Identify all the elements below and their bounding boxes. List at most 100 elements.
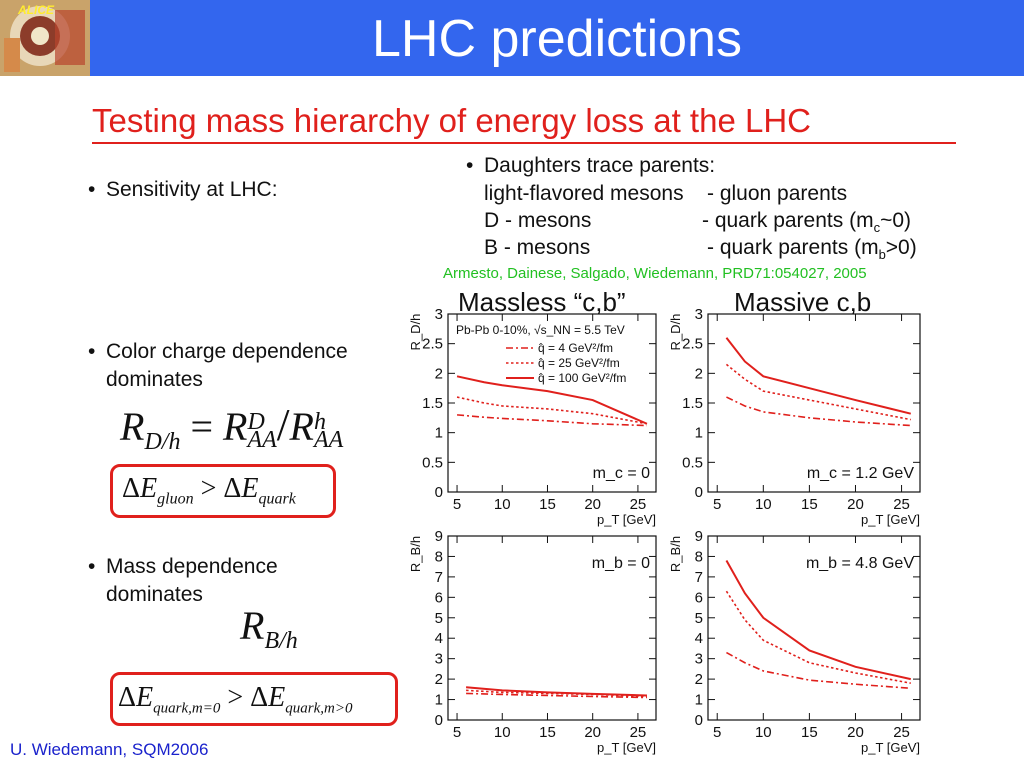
chart-1-ytick-label: 1.5 [682,395,703,412]
chart-2-xlabel: p_T [GeV] [597,740,656,755]
subtitle-underline [92,142,956,144]
chart-0-annotation: m_c = 0 [593,465,650,482]
chart-0-xtick-label: 10 [494,496,511,513]
chart-3-xtick-label: 10 [755,724,772,741]
bullet-daughters-text: Daughters trace parents: [484,154,716,177]
chart-2-xtick-label: 5 [453,724,461,741]
chart-2-xtick-label: 20 [584,724,601,741]
meson-row-d-parent: - quark parents (mc~0) [702,209,911,236]
chart-2-ytick-label: 8 [435,548,443,565]
chart-0-legend-header: Pb-Pb 0-10%, √s_NN = 5.5 TeV [456,323,625,337]
bullet-sensitivity: • Sensitivity at LHC: [88,178,278,201]
chart-0-ytick-label: 0 [435,484,443,501]
meson-row-b-name: B - mesons [484,236,591,259]
chart-1-ylabel: R_D/h [668,314,683,351]
chart-3-ytick-label: 1 [695,692,703,709]
chart-3-ytick-label: 7 [695,569,703,586]
chart-2-xtick-label: 15 [539,724,556,741]
chart-0-xtick-label: 15 [539,496,556,513]
chart-0-xlabel: p_T [GeV] [597,512,656,527]
chart-1-annotation: m_c = 1.2 GeV [807,465,914,482]
alice-logo-icon: ALICE [0,0,90,76]
chart-0-ytick-label: 0.5 [422,454,443,471]
chart-3-annotation: m_b = 4.8 GeV [806,555,914,572]
svg-text:ALICE: ALICE [17,3,55,17]
chart-0-series-1 [456,396,648,425]
chart-3-xtick-label: 20 [847,724,864,741]
chart-1-series-1 [725,363,911,421]
chart-2-ytick-label: 5 [435,610,443,627]
chart-1-series-2 [725,337,912,415]
author-credit: U. Wiedemann, SQM2006 [10,740,209,759]
formula-rdh: RD/h = R D AA/R h AA [120,399,344,455]
chart-1-ytick-label: 3 [695,306,703,323]
chart-2-ytick-label: 7 [435,569,443,586]
formula-quark-mass: ΔEquark,m=0 > ΔEquark,m>0 [118,682,353,717]
bullet-mass-dependence: • Mass dependence [88,555,278,578]
chart-3-ytick-label: 4 [695,630,703,647]
chart-0-xtick-label: 25 [630,496,647,513]
plot-title-massive: Massive c,b [734,287,872,317]
chart-1-ytick-label: 0.5 [682,454,703,471]
formula-rbh: RB/h [240,603,298,654]
chart-1-ytick-label: 2 [695,365,703,382]
chart-2-ytick-label: 0 [435,712,443,729]
chart-1-xtick-label: 10 [755,496,772,513]
chart-1-series-0 [726,396,911,427]
chart-0-ytick-label: 3 [435,306,443,323]
chart-1-ytick-label: 0 [695,484,703,501]
chart-3-series-1 [725,590,911,684]
chart-2-ytick-label: 9 [435,528,443,545]
gluon-quark-box [110,464,336,518]
reference-citation: Armesto, Dainese, Salgado, Wiedemann, PR… [443,265,867,282]
meson-row-d-name: D - mesons [484,209,592,232]
chart-2-ytick-label: 1 [435,692,443,709]
bullet-color-charge-text: Color charge dependence [106,340,348,363]
quark-mass-box [110,672,398,726]
chart-3-ytick-label: 2 [695,671,703,688]
title-bar: ALICE LHC predictions [0,0,1024,76]
bullet-color-charge: • Color charge dependence [88,340,348,363]
chart-0-legend-entry: q̂ = 4 GeV²/fm [538,341,613,355]
chart-3-xtick-label: 15 [801,724,818,741]
chart-0-xtick-label: 20 [584,496,601,513]
chart-3-ytick-label: 6 [695,589,703,606]
chart-2-series-2 [466,686,647,697]
chart-3-ylabel: R_B/h [668,536,683,572]
chart-3-ytick-label: 9 [695,528,703,545]
chart-0-ytick-label: 2.5 [422,336,443,353]
chart-0-series-0 [456,414,647,427]
chart-0-legend-entry: q̂ = 25 GeV²/fm [538,356,620,370]
chart-2-xtick-label: 25 [630,724,647,741]
chart-1-xtick-label: 15 [801,496,818,513]
bullet-daughters: • Daughters trace parents: [466,154,716,177]
chart-2-annotation: m_b = 0 [592,555,650,572]
chart-2-series-0 [466,692,647,699]
chart-2-ytick-label: 4 [435,630,443,647]
formula-gluon-quark: ΔEgluon > ΔEquark [122,473,296,508]
chart-3-ytick-label: 5 [695,610,703,627]
chart-2-series-1 [466,689,647,698]
chart-1-ytick-label: 2.5 [682,336,703,353]
meson-row-light-parent: - gluon parents [707,182,848,205]
chart-1-ytick-label: 1 [695,425,703,442]
chart-3-ytick-label: 8 [695,548,703,565]
chart-2-ytick-label: 2 [435,671,443,688]
chart-0-ytick-label: 1 [435,425,443,442]
chart-3-xtick-label: 25 [893,724,910,741]
chart-3-xlabel: p_T [GeV] [861,740,920,755]
chart-0-legend-entry: q̂ = 100 GeV²/fm [538,371,626,385]
chart-2-ytick-label: 6 [435,589,443,606]
meson-row-b-parent: - quark parents (mb>0) [707,236,917,263]
slide-subtitle: Testing mass hierarchy of energy loss at… [92,102,811,139]
chart-0-ytick-label: 1.5 [422,395,443,412]
chart-0-series-2 [456,375,648,425]
chart-1-xtick-label: 20 [847,496,864,513]
chart-2-xtick-label: 10 [494,724,511,741]
chart-0-xtick-label: 5 [453,496,461,513]
chart-3-series-2 [725,560,911,681]
chart-1-xlabel: p_T [GeV] [861,512,920,527]
bullet-mass-dependence-text: Mass dependence [106,555,278,578]
chart-2-ylabel: R_B/h [408,536,423,572]
